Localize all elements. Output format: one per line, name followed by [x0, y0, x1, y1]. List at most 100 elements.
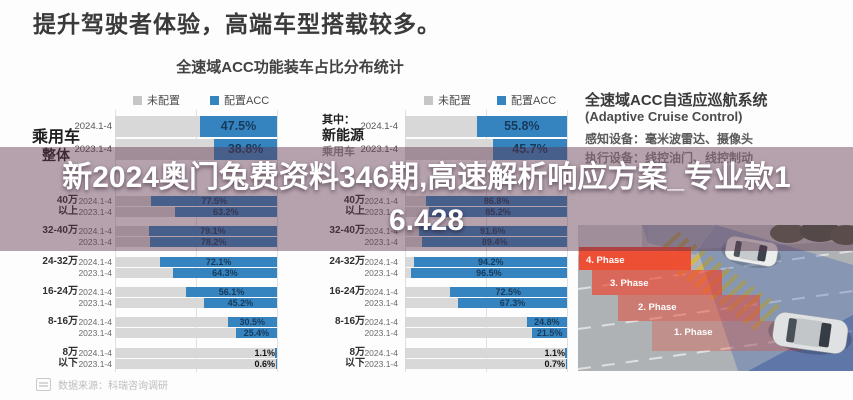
category-label: 40万 [56, 195, 78, 206]
legend-label-not-equipped: 未配置 [147, 95, 180, 107]
gridline [567, 110, 568, 372]
bar-fill [275, 348, 277, 358]
bar-row: 56.1% [115, 287, 277, 297]
category-label: 24-32万 [42, 256, 78, 267]
legend-item-equipped: 配置ACC [210, 92, 269, 108]
bar-row: 64.3% [115, 268, 277, 278]
overlay-banner[interactable]: 新2024奥门兔费资料346期,高速解析响应方案_专业款1 6.428 [0, 147, 853, 251]
category-label: 8万 [62, 347, 78, 358]
info-actuator-devices: 执行设备：线控油门、线控制动 [585, 151, 754, 165]
year-label: 2023.1-4 [360, 144, 398, 155]
value-label: 25.4% [243, 328, 270, 338]
left-chart-group-label-line1: 乘用车 [31, 129, 80, 146]
banner-text-line1[interactable]: 新2024奥门兔费资料346期,高速解析响应方案_专业款1 [62, 161, 791, 194]
year-label: 2024.1-4 [364, 196, 398, 206]
bar-row: 89.4% [405, 237, 567, 247]
bar-fill [227, 317, 277, 327]
value-label: 63.2% [213, 207, 239, 217]
legend-swatch-gray [133, 95, 142, 105]
bar-row: 25.4% [115, 328, 277, 338]
bar-row: 67.3% [405, 298, 567, 308]
legend-left: 未配置 配置ACC [133, 92, 269, 108]
document-icon [36, 378, 51, 391]
year-label: 2024.1-4 [364, 226, 398, 236]
category-label: 以上 [345, 206, 365, 217]
bar-fill [186, 287, 277, 297]
bar-fill [214, 139, 277, 160]
value-label: 72.1% [205, 257, 232, 267]
right-chart-group-label-line1: 其中： [322, 114, 355, 126]
year-label: 2024.1-4 [78, 226, 112, 236]
phase-label: 1. Phase [674, 327, 713, 338]
tree [800, 225, 840, 242]
value-label: 1.1% [544, 348, 565, 358]
bar-fill [275, 359, 277, 369]
bar-row: 55.8% [405, 116, 567, 137]
year-label: 2024.1-4 [364, 257, 398, 267]
category-label: 40万 [343, 195, 365, 206]
bar-fill [174, 207, 277, 217]
category-label: 24-32万 [329, 256, 365, 267]
category-label: 16-24万 [42, 286, 78, 297]
bar-row: 47.5% [115, 116, 277, 137]
sensor-zone-blue-small [642, 225, 716, 255]
year-label: 2024.1-4 [78, 317, 112, 327]
year-label: 2023.1-4 [364, 328, 398, 338]
bar-fill [150, 237, 277, 247]
year-label: 2024.1-4 [360, 121, 398, 132]
value-label: 21.5% [536, 328, 563, 338]
bar-fill [200, 116, 277, 137]
legend-item-not-equipped: 未配置 [133, 92, 180, 108]
year-label: 2024.1-4 [78, 196, 112, 206]
bar-fill [428, 207, 567, 217]
right-chart-group-label-line3: 乘用车 [322, 146, 355, 158]
source-text: 数据来源：科瑞咨询调研 [58, 381, 168, 392]
category-label: 8-16万 [334, 316, 365, 327]
value-label: 96.5% [476, 268, 502, 278]
category-label: 以上 [58, 206, 78, 217]
category-label: 8-16万 [47, 316, 78, 327]
value-label: 78.2% [200, 237, 227, 247]
bar-row: 0.7% [405, 359, 567, 369]
value-label: 55.8% [504, 119, 540, 133]
legend-swatch-gray [424, 95, 433, 105]
legend-item-not-equipped: 未配置 [424, 92, 471, 108]
left-chart-group-label-line2: 整体 [42, 147, 70, 163]
bar-fill [532, 328, 567, 338]
building-edge [642, 225, 648, 247]
gridline [277, 110, 278, 372]
bar-row: 24.8% [405, 317, 567, 327]
chart-title: 全速域ACC功能装车占比分布统计 [176, 59, 404, 76]
bar-row: 0.6% [115, 359, 277, 369]
category-label: 16-24万 [329, 286, 365, 297]
acc-road-illustration: 4. Phase 3. Phase 2. Phase 1. Phase [578, 225, 853, 371]
page-title: 提升驾驶者体验，高端车型搭载较多。 [33, 11, 441, 37]
year-label: 2023.1-4 [78, 268, 112, 278]
bar-row: 45.2% [115, 298, 277, 308]
year-label: 2023.1-4 [74, 144, 112, 155]
bar-fill [492, 139, 567, 160]
category-label: 32-40万 [42, 225, 78, 236]
bar-row: 1.1% [115, 348, 277, 358]
value-label: 72.5% [495, 287, 522, 297]
bar-row: 86.8% [405, 196, 567, 206]
year-label: 2024.1-4 [364, 317, 398, 327]
year-label: 2024.1-4 [78, 257, 112, 267]
bar-fill [410, 268, 567, 278]
value-label: 47.5% [220, 119, 257, 133]
bar-fill [426, 196, 567, 206]
bar-row: 77.5% [115, 196, 277, 206]
legend-label-not-equipped: 未配置 [438, 95, 471, 107]
value-label: 0.6% [254, 359, 275, 369]
building [578, 225, 642, 251]
phase-labels: 4. Phase 3. Phase 2. Phase 1. Phase [586, 255, 713, 338]
year-label: 2023.1-4 [364, 268, 398, 278]
value-label: 91.6% [480, 226, 506, 236]
car-small [721, 236, 781, 269]
banner-text-line2[interactable]: 6.428 [388, 204, 465, 237]
bar-fill [148, 226, 277, 236]
value-label: 1.1% [254, 348, 275, 358]
bar-fill [235, 328, 277, 338]
bar-row: 85.2% [405, 207, 567, 217]
